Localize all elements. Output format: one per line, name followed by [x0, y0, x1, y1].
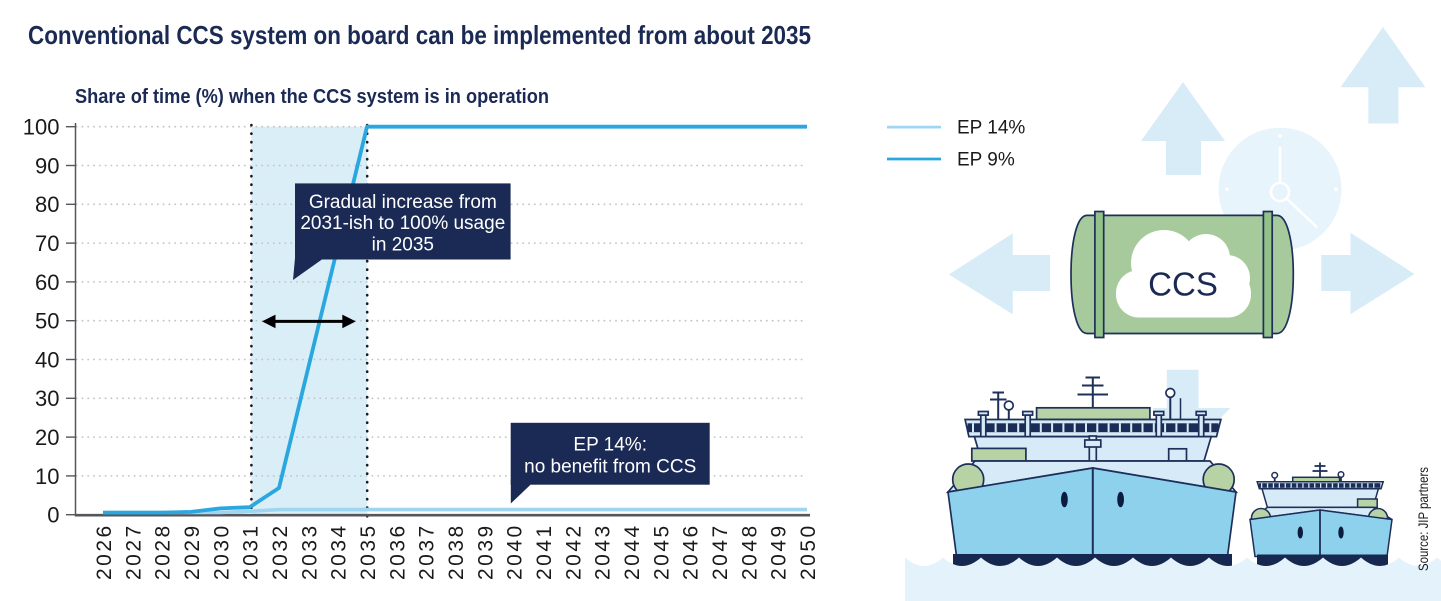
svg-text:2050: 2050	[797, 523, 820, 580]
svg-text:2030: 2030	[210, 523, 233, 580]
svg-text:Share of time (%) when the CCS: Share of time (%) when the CCS system is…	[75, 86, 549, 108]
svg-text:2036: 2036	[386, 523, 409, 580]
svg-text:no benefit from CCS: no benefit from CCS	[524, 457, 696, 478]
svg-text:2037: 2037	[416, 523, 439, 580]
svg-text:2039: 2039	[474, 523, 497, 580]
svg-text:2048: 2048	[738, 523, 761, 580]
svg-text:2035: 2035	[357, 523, 380, 580]
svg-text:2031: 2031	[240, 523, 263, 580]
svg-text:2040: 2040	[504, 523, 527, 580]
svg-text:2042: 2042	[562, 523, 585, 580]
svg-text:2028: 2028	[152, 523, 175, 580]
svg-text:2029: 2029	[181, 523, 204, 580]
svg-text:2045: 2045	[650, 523, 673, 580]
svg-text:2033: 2033	[298, 523, 321, 580]
svg-text:in 2035: in 2035	[372, 234, 434, 255]
svg-text:EP 9%: EP 9%	[957, 150, 1015, 171]
svg-text:2044: 2044	[621, 523, 644, 580]
svg-text:70: 70	[35, 231, 59, 256]
svg-text:2027: 2027	[122, 523, 145, 580]
svg-text:2046: 2046	[680, 523, 703, 580]
svg-text:2034: 2034	[328, 523, 351, 580]
svg-text:2041: 2041	[533, 523, 556, 580]
svg-text:EP 14%:: EP 14%:	[573, 435, 647, 456]
svg-text:50: 50	[35, 309, 59, 334]
svg-text:20: 20	[35, 425, 59, 450]
svg-text:2047: 2047	[709, 523, 732, 580]
svg-text:100: 100	[23, 115, 60, 140]
svg-text:Conventional CCS system on boa: Conventional CCS system on board can be …	[28, 20, 811, 50]
svg-text:2031-ish to 100% usage: 2031-ish to 100% usage	[300, 213, 505, 234]
svg-text:Gradual increase from: Gradual increase from	[309, 192, 497, 213]
svg-text:40: 40	[35, 347, 59, 372]
svg-text:2026: 2026	[93, 523, 116, 580]
svg-text:0: 0	[47, 503, 59, 528]
svg-text:Source: JIP partners: Source: JIP partners	[1415, 467, 1431, 571]
svg-text:10: 10	[35, 464, 59, 489]
svg-text:2038: 2038	[445, 523, 468, 580]
svg-text:CCS: CCS	[1148, 266, 1218, 303]
svg-text:2032: 2032	[269, 523, 292, 580]
svg-text:2049: 2049	[768, 523, 791, 580]
svg-text:80: 80	[35, 192, 59, 217]
svg-text:60: 60	[35, 270, 59, 295]
svg-text:30: 30	[35, 386, 59, 411]
svg-text:EP 14%: EP 14%	[957, 118, 1025, 139]
svg-text:2043: 2043	[592, 523, 615, 580]
svg-text:90: 90	[35, 153, 59, 178]
